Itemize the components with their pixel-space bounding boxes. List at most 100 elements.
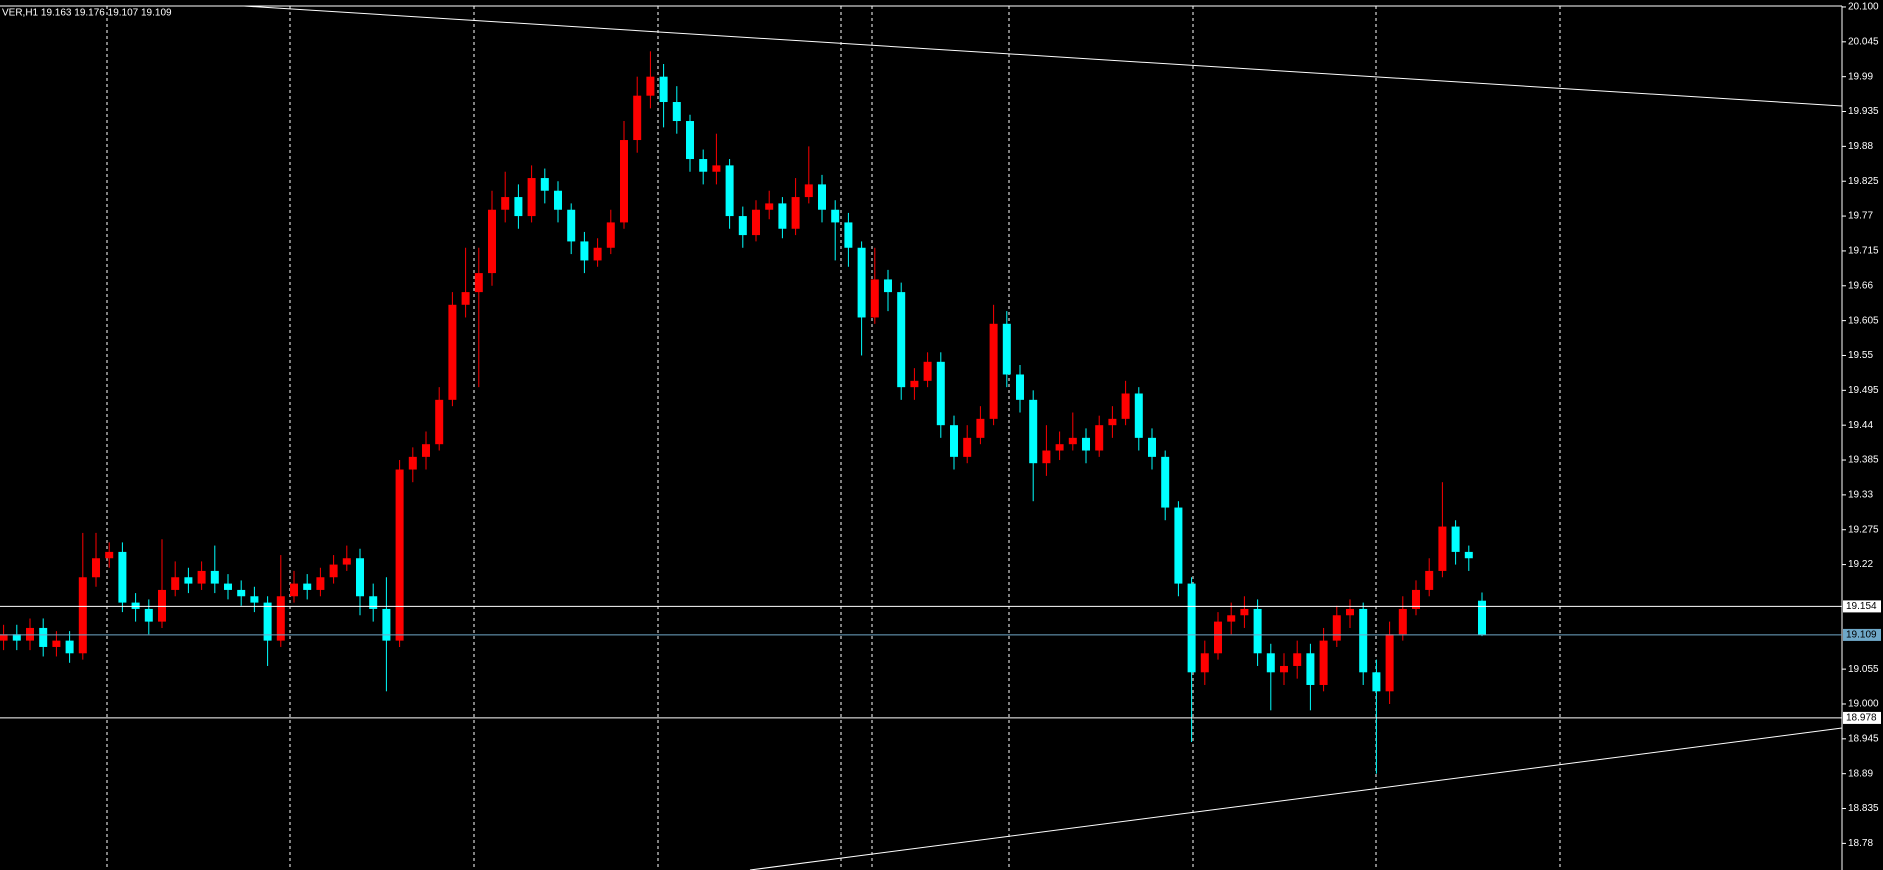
- y-tick-label: 19.44: [1848, 420, 1873, 431]
- price-marker: [1843, 600, 1881, 613]
- candle-body: [857, 247, 866, 318]
- candle-body: [1068, 437, 1077, 445]
- candle-body: [1082, 437, 1090, 451]
- candle-body: [237, 589, 246, 597]
- candle-body: [1055, 444, 1064, 451]
- candle-body: [514, 197, 523, 217]
- candle-body: [950, 425, 958, 457]
- candle-body: [752, 209, 760, 236]
- candle-body: [52, 640, 61, 647]
- y-tick-label: 19.935: [1848, 106, 1879, 117]
- candle-body: [26, 627, 34, 641]
- candle-body: [158, 589, 166, 622]
- candle-body: [897, 292, 906, 388]
- candle-body: [448, 304, 457, 400]
- trend-line: [749, 727, 1843, 870]
- candle-body: [1464, 551, 1473, 559]
- candle-body: [606, 222, 615, 248]
- candle-body: [699, 159, 708, 172]
- candle-body: [171, 577, 180, 590]
- candle-body: [976, 418, 985, 438]
- y-tick-label: 19.055: [1848, 664, 1879, 675]
- candle-body: [1253, 608, 1262, 654]
- candle-body: [540, 178, 549, 191]
- candle-body: [408, 456, 417, 470]
- candle-body: [1227, 615, 1236, 622]
- y-tick-label: 19.715: [1848, 246, 1879, 257]
- candle-body: [527, 178, 536, 217]
- candle-body: [1161, 456, 1170, 508]
- y-tick-label: 19.33: [1848, 490, 1873, 501]
- y-tick-label: 19.605: [1848, 315, 1879, 326]
- y-tick-label: 19.275: [1848, 524, 1879, 535]
- candle-body: [936, 361, 945, 426]
- y-tick-label: 19.66: [1848, 280, 1873, 291]
- candle-body: [765, 203, 774, 210]
- candle-body: [263, 602, 272, 641]
- candle-body: [659, 76, 668, 103]
- candle-body: [39, 627, 48, 647]
- candle-body: [1240, 608, 1249, 616]
- candle-body: [633, 95, 642, 141]
- candle-body: [844, 222, 853, 248]
- candle-body: [92, 558, 100, 578]
- candle-body: [1293, 653, 1302, 666]
- price-marker: [1843, 628, 1881, 641]
- candle-body: [276, 596, 285, 641]
- candle-body: [593, 247, 602, 261]
- candle-body: [1319, 640, 1328, 685]
- candle-body: [620, 140, 628, 223]
- candle-body: [1002, 323, 1011, 375]
- y-tick-label: 19.99: [1848, 71, 1873, 82]
- candle-body: [884, 279, 892, 293]
- candle-body: [1438, 526, 1447, 571]
- candle-body: [1214, 621, 1222, 654]
- candle-body: [501, 197, 510, 210]
- candle-body: [831, 209, 840, 223]
- candle-body: [118, 551, 127, 603]
- candle-body: [144, 608, 153, 622]
- candle-body: [210, 570, 219, 584]
- candle-body: [395, 469, 404, 641]
- price-marker-label: 19.109: [1846, 630, 1877, 641]
- candle-body: [435, 399, 444, 445]
- y-tick-label: 18.835: [1848, 803, 1879, 814]
- candle-body: [316, 577, 325, 590]
- y-tick-label: 19.385: [1848, 455, 1879, 466]
- candle-body: [567, 209, 576, 242]
- candle-body: [1280, 665, 1288, 673]
- candle-body: [1398, 608, 1407, 635]
- candle-body: [197, 570, 206, 584]
- y-tick-label: 19.22: [1848, 559, 1873, 570]
- candle-body: [738, 216, 747, 236]
- candle-body: [1029, 399, 1038, 464]
- candle-body: [1134, 393, 1143, 438]
- candle-body: [422, 444, 430, 457]
- candle-body: [1042, 450, 1051, 464]
- candle-body: [303, 583, 312, 590]
- candle-body: [1478, 600, 1486, 635]
- candle-body: [1200, 653, 1209, 673]
- candle-body: [12, 634, 21, 641]
- chart-title: VER,H1 19.163 19.176 19.107 19.109: [2, 8, 172, 19]
- candle-body: [963, 437, 972, 457]
- y-tick-label: 18.945: [1848, 733, 1879, 744]
- price-marker-label: 18.978: [1846, 713, 1877, 724]
- candle-body: [250, 596, 259, 603]
- candle-body: [870, 279, 879, 318]
- candle-body: [131, 602, 140, 609]
- candle-body: [646, 76, 655, 96]
- candle-body: [184, 577, 193, 584]
- candle-body: [342, 558, 351, 565]
- candle-body: [1108, 418, 1117, 426]
- price-marker-label: 19.154: [1846, 601, 1877, 612]
- candle-body: [1266, 653, 1275, 673]
- candle-body: [1412, 589, 1420, 609]
- trend-line: [243, 5, 1843, 107]
- candle-body: [1095, 425, 1104, 451]
- y-tick-label: 19.000: [1848, 699, 1879, 710]
- candle-body: [382, 608, 391, 641]
